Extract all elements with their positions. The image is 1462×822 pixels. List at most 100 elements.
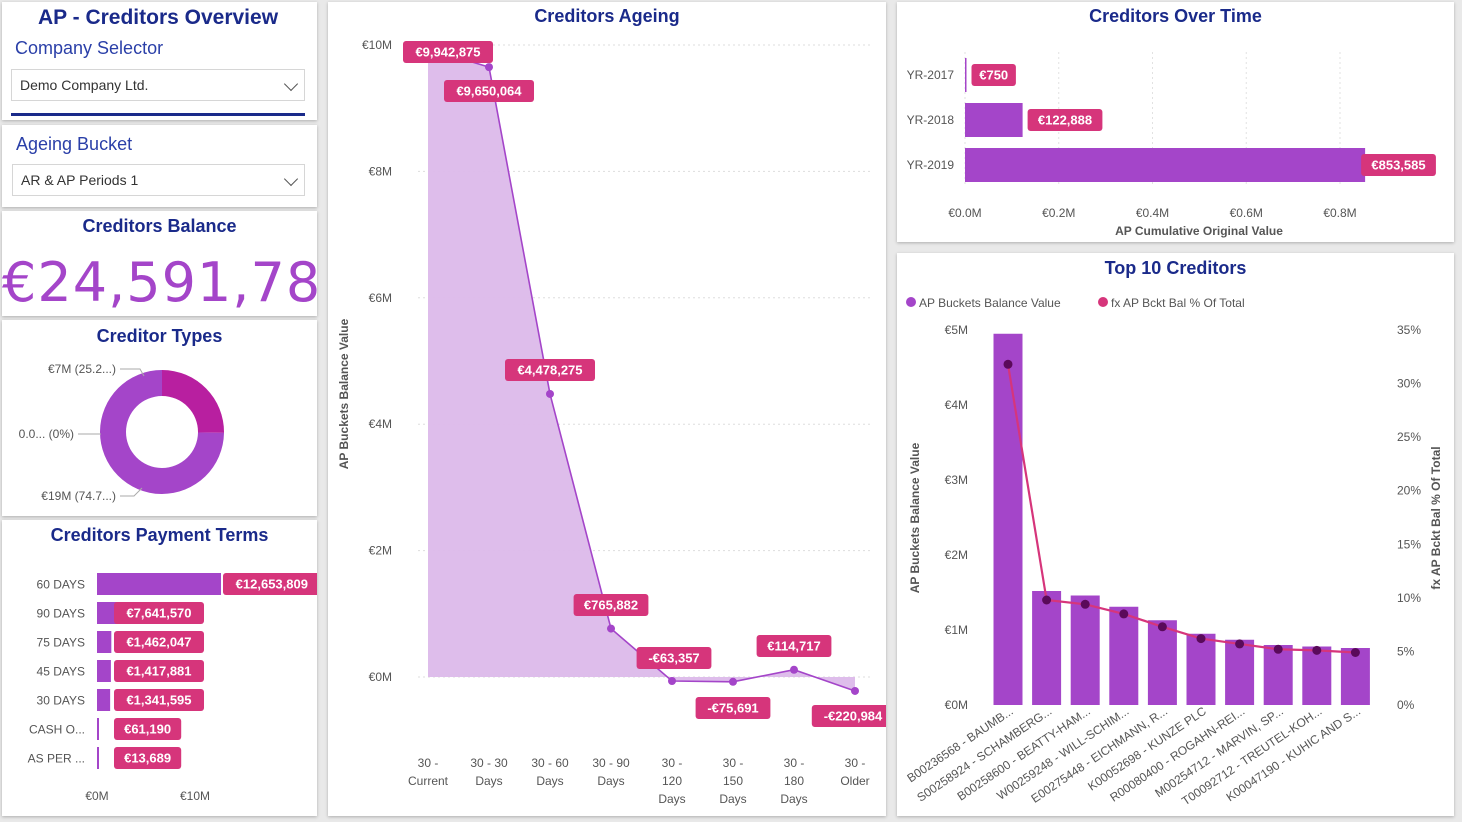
- ageing-data-label-2-bg: [505, 359, 595, 381]
- ageing-point-3: [607, 624, 615, 633]
- top10-y2-tick-6: 30%: [1397, 377, 1421, 391]
- top10-y-tick-1: €1M: [945, 623, 968, 637]
- overtime-x-tick-2: €0.4M: [1136, 206, 1169, 220]
- chevron-down-icon[interactable]: [283, 171, 299, 187]
- ageing-data-label-3: €765,882: [573, 594, 649, 616]
- ageing-data-label-4-bg: [636, 647, 712, 669]
- top10-y-label: AP Buckets Balance Value: [908, 442, 922, 593]
- ageing-bucket-dropdown[interactable]: AR & AP Periods 1: [12, 164, 305, 196]
- ageing-data-label-7-text: -€220,984: [824, 709, 883, 724]
- terms-category-2: 75 DAYS: [37, 636, 85, 650]
- top10-line-point-7: [1273, 644, 1283, 654]
- terms-data-label-1: €7,641,570: [114, 602, 204, 624]
- terms-bar-2: [97, 631, 112, 653]
- top10-bar-9: [1340, 648, 1370, 705]
- terms-data-label-5-bg: [114, 718, 182, 740]
- terms-data-label-2: €1,462,047: [114, 631, 204, 653]
- terms-data-label-2-bg: [114, 631, 204, 653]
- ageing-data-label-6: €114,717: [756, 635, 832, 657]
- overtime-bar-2: [965, 148, 1366, 182]
- overtime-data-label-2-text: €853,585: [1371, 158, 1425, 173]
- company-selector-value: Demo Company Ltd.: [20, 77, 149, 93]
- terms-bar-6: [97, 747, 99, 769]
- top10-chart: AP Buckets Balance Value fx AP Bckt Bal %…: [904, 296, 1443, 808]
- top10-line-point-0: [1003, 359, 1013, 369]
- top10-y-tick-5: €5M: [945, 323, 968, 337]
- overtime-x-tick-4: €0.8M: [1323, 206, 1356, 220]
- company-selector-dropdown[interactable]: Demo Company Ltd.: [11, 69, 305, 101]
- ageing-point-7: [851, 686, 859, 695]
- legend-marker-line: [1098, 297, 1108, 307]
- ageing-y-tick-4: €8M: [369, 164, 392, 178]
- terms-category-3: 45 DAYS: [37, 665, 85, 679]
- ageing-data-label-0-text: €9,942,875: [415, 45, 480, 60]
- top10-bar-6: [1225, 639, 1255, 705]
- overtime-data-label-2: €853,585: [1361, 154, 1436, 176]
- terms-data-label-5: €61,190: [114, 718, 182, 740]
- creditors-balance-card: Creditors Balance €24,591,781: [2, 211, 317, 316]
- overtime-bar-1: [965, 103, 1023, 137]
- over-time-chart: €0.0M €0.2M €0.4M €0.6M €0.8M YR-2017 €750 YR-2…: [907, 52, 1436, 238]
- ageing-data-label-1: €9,650,064: [444, 80, 534, 102]
- top10-line-point-2: [1080, 599, 1090, 609]
- payment-terms-title: Creditors Payment Terms: [50, 525, 269, 545]
- over-time-card: Creditors Over Time €0.0M €0.2M €0.4M €0.6M…: [897, 2, 1454, 242]
- top10-line-point-6: [1235, 639, 1245, 649]
- kpi-value: €24,591,781: [2, 251, 317, 314]
- terms-bar-0: [97, 573, 222, 595]
- ageing-point-1: [485, 63, 493, 72]
- terms-x-tick-0: €0M: [85, 789, 108, 803]
- ageing-data-label-3-text: €765,882: [584, 598, 638, 613]
- terms-data-label-6-text: €13,689: [124, 751, 171, 766]
- ageing-point-4: [668, 677, 676, 686]
- top10-bar-8: [1302, 646, 1332, 705]
- ageing-data-label-5: -€75,691: [695, 697, 771, 719]
- top10-bar-0: [993, 333, 1023, 705]
- ageing-category-6: 30 -180 Days: [780, 756, 807, 806]
- top10-y-tick-3: €3M: [945, 473, 968, 487]
- top10-line-point-5: [1196, 634, 1206, 644]
- top10-line-point-3: [1119, 609, 1129, 619]
- terms-data-label-3: €1,417,881: [114, 660, 204, 682]
- donut-label-1: 0.0... (0%): [19, 427, 74, 441]
- overtime-x-tick-1: €0.2M: [1042, 206, 1075, 220]
- terms-data-label-0-text: €12,653,809: [236, 577, 308, 592]
- top10-bar-1: [1032, 591, 1062, 705]
- overtime-data-label-2-bg: [1361, 154, 1436, 176]
- donut-label-2: €19M (74.7...): [41, 489, 116, 503]
- ageing-data-label-3-bg: [573, 594, 649, 616]
- top10-y-tick-4: €4M: [945, 398, 968, 412]
- kpi-title: Creditors Balance: [82, 216, 237, 236]
- chevron-down-icon[interactable]: [283, 76, 299, 92]
- creditors-ageing-chart: €0M €2M €4M €6M €8M €10M AP Buckets Balance Va…: [337, 38, 886, 806]
- ageing-y-label: AP Buckets Balance Value: [337, 318, 351, 469]
- overtime-category-1: YR-2018: [907, 113, 955, 127]
- top10-y-tick-0: €0M: [945, 698, 968, 712]
- ageing-data-label-5-bg: [695, 697, 771, 719]
- creditor-types-card: Creditor Types €7M (25.2...) 0.0... (0%) €…: [2, 320, 317, 516]
- top10-y2-tick-5: 25%: [1397, 430, 1421, 444]
- ageing-bucket-card: Ageing Bucket AR & AP Periods 1: [2, 125, 317, 207]
- top10-title: Top 10 Creditors: [1104, 258, 1247, 278]
- ageing-data-label-2: €4,478,275: [505, 359, 595, 381]
- terms-data-label-6-bg: [114, 747, 182, 769]
- top10-line-point-1: [1042, 595, 1052, 605]
- ageing-y-tick-0: €0M: [369, 670, 392, 684]
- ageing-y-tick-1: €2M: [369, 544, 392, 558]
- terms-x-tick-1: €10M: [180, 789, 210, 803]
- ageing-title: Creditors Ageing: [534, 6, 680, 26]
- overtime-x-tick-0: €0.0M: [948, 206, 981, 220]
- ageing-data-label-0-bg: [403, 41, 493, 63]
- overtime-x-label: AP Cumulative Original Value: [1115, 224, 1283, 238]
- legend-label-line: fx AP Bckt Bal % Of Total: [1111, 296, 1245, 310]
- top10-line-point-8: [1312, 645, 1322, 655]
- ageing-data-label-4-text: -€63,357: [648, 651, 699, 666]
- ageing-data-label-1-text: €9,650,064: [456, 84, 522, 99]
- top10-line-point-9: [1350, 648, 1360, 657]
- overtime-data-label-1-bg: [1027, 109, 1103, 131]
- donut-leader-0: [120, 368, 145, 377]
- donut-slice-0: [162, 370, 224, 433]
- creditor-types-title: Creditor Types: [96, 326, 223, 346]
- ageing-category-2: 30 - 60 Days: [531, 756, 569, 788]
- top10-y-tick-2: €2M: [945, 548, 968, 562]
